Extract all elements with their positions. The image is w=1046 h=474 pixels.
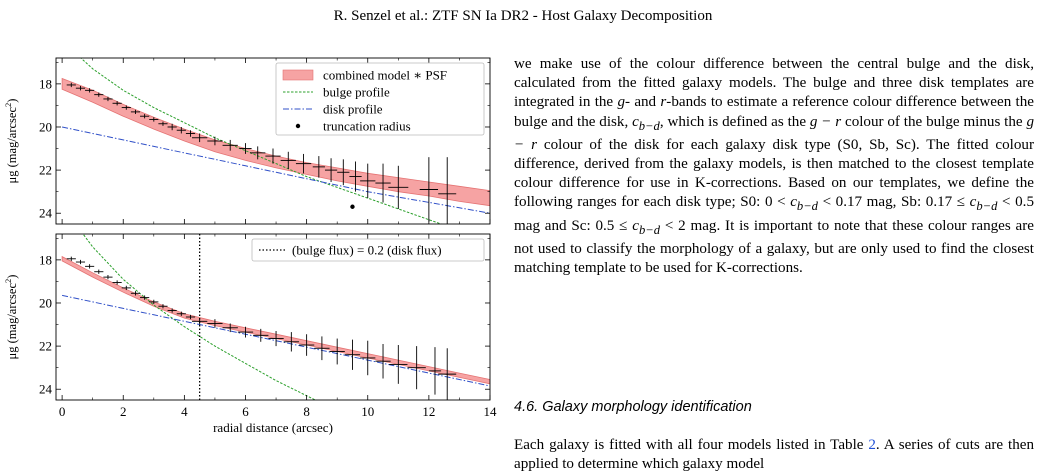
plot-panel-1: 18 20 22 24 μg (mag/arcsec2) combined model ∗…	[3, 57, 491, 225]
plot-frame	[55, 233, 491, 401]
combined-model-band	[61, 255, 490, 385]
paragraph-morphology: Each galaxy is fitted with all four mode…	[514, 437, 1034, 473]
x-tick-label: 0	[59, 404, 66, 419]
y-tick-label: 22	[39, 339, 52, 354]
y-tick-label: 18	[39, 76, 52, 91]
y-axis-label-main: μg (mag/arcsec	[5, 107, 19, 184]
body-text-column: we make use of the colour difference bet…	[514, 55, 1034, 278]
y-tick-label: 20	[39, 295, 52, 310]
x-tick-label: 8	[303, 404, 310, 419]
legend-label: disk profile	[323, 102, 383, 117]
bulge-profile-line	[80, 58, 443, 224]
y-axis-label-close: )	[5, 99, 19, 103]
x-tick-label: 14	[484, 404, 498, 419]
legend-swatch-combined	[282, 69, 314, 81]
x-tick-label: 4	[181, 404, 188, 419]
y-axis-label-main: μg (mag/arcsec	[5, 283, 19, 360]
legend-label: truncation radius	[323, 119, 411, 134]
running-head: R. Senzel et al.: ZTF SN Ia DR2 - Host G…	[333, 8, 713, 24]
x-tick-label: 12	[422, 404, 435, 419]
x-axis-label: radial distance (arcsec)	[213, 420, 333, 435]
x-tick-label: 6	[242, 404, 249, 419]
x-tick-label: 10	[361, 404, 374, 419]
plot-area	[61, 58, 490, 224]
disk-profile-line	[61, 126, 490, 214]
y-axis-label: μg (mag/arcsec2)	[3, 275, 19, 360]
legend-swatch-truncation	[295, 123, 301, 129]
y-tick-label: 24	[39, 382, 53, 397]
y-tick-label: 24	[39, 206, 53, 221]
legend-label: (bulge flux) = 0.2 (disk flux)	[292, 243, 442, 258]
legend-label: bulge profile	[323, 85, 390, 100]
legend-box	[275, 62, 485, 136]
y-axis-label-superscript: 2	[3, 279, 13, 283]
legend-box	[251, 238, 485, 262]
y-axis-label-superscript: 2	[3, 103, 13, 107]
table-reference-link[interactable]: 2	[868, 437, 876, 453]
bulge-profile-line	[82, 234, 317, 400]
y-axis-label: μg (mag/arcsec2)	[3, 99, 19, 184]
truncation-radius-marker	[350, 204, 355, 209]
y-tick-label: 20	[39, 119, 52, 134]
plot-frame	[55, 57, 491, 225]
legend-label: combined model ∗ PSF	[323, 68, 447, 83]
y-tick-label: 22	[39, 163, 52, 178]
x-tick-label: 2	[120, 404, 127, 419]
y-axis-label-close: )	[5, 275, 19, 279]
y-tick-label: 18	[39, 252, 52, 267]
section-heading: 4.6. Galaxy morphology identification	[514, 399, 752, 415]
paragraph-colour-difference: we make use of the colour difference bet…	[514, 56, 1035, 277]
plot-area	[61, 234, 490, 400]
